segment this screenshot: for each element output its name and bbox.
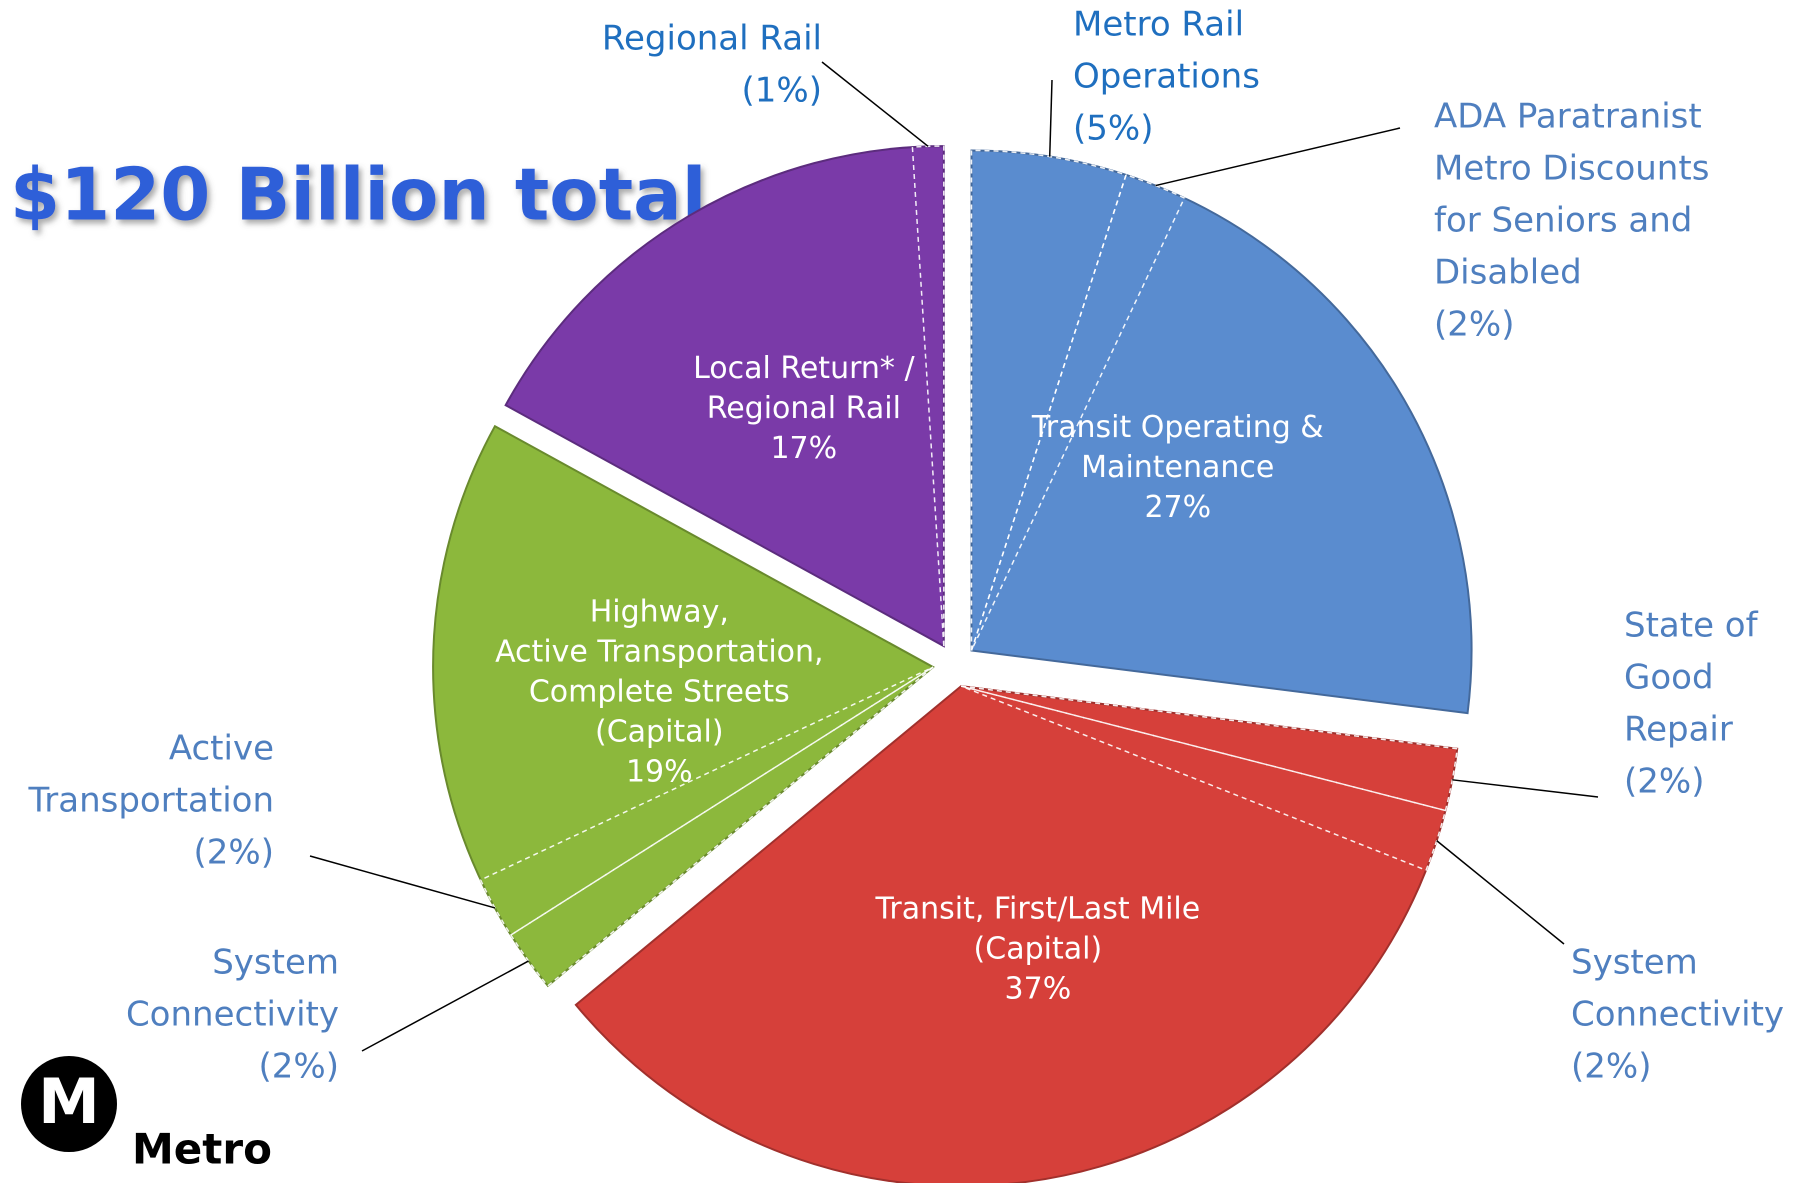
slice-label: Regional Rail bbox=[707, 391, 901, 426]
sub-slice-label: Regional Rail bbox=[602, 19, 822, 59]
pie-slice bbox=[432, 424, 935, 988]
sub-slice-label: Active bbox=[169, 729, 274, 769]
logo: M Metro bbox=[21, 1056, 272, 1174]
slice-label: Highway, bbox=[590, 594, 729, 629]
slice-label: (Capital) bbox=[974, 932, 1103, 967]
sub-slice-label: Disabled bbox=[1434, 253, 1582, 293]
leader-line bbox=[1452, 779, 1599, 798]
sub-slice-value-label: (2%) bbox=[259, 1047, 339, 1087]
logo-text: Metro bbox=[132, 1125, 272, 1174]
leader-line bbox=[1436, 840, 1565, 945]
leader-line bbox=[821, 61, 929, 147]
sub-slice-label: System bbox=[1571, 943, 1698, 983]
sub-slice-label: Repair bbox=[1624, 710, 1733, 750]
sub-slice-label: State of bbox=[1624, 606, 1759, 646]
slice-label: Active Transportation, bbox=[495, 634, 824, 669]
sub-slice-label: System bbox=[212, 943, 339, 983]
slice-value-label: 17% bbox=[770, 431, 837, 466]
slice-label: Local Return* / bbox=[693, 351, 915, 386]
sub-slice-label: Operations bbox=[1073, 57, 1260, 97]
sub-slice bbox=[911, 145, 945, 647]
sub-slice-label: Connectivity bbox=[126, 995, 339, 1035]
sub-slice-value-label: (2%) bbox=[1624, 762, 1704, 802]
slice-label: Maintenance bbox=[1081, 450, 1274, 485]
logo-circle bbox=[21, 1056, 117, 1152]
sub-slice-value-label: (2%) bbox=[1571, 1047, 1651, 1087]
pie-slice bbox=[574, 685, 1459, 1183]
leader-line bbox=[1155, 127, 1401, 187]
pie-slice bbox=[504, 145, 945, 648]
slice-value-label: 37% bbox=[1005, 972, 1072, 1007]
sub-slice-value-label: (5%) bbox=[1073, 109, 1153, 149]
sub-slice-value-label: (2%) bbox=[194, 833, 274, 873]
sub-slice bbox=[479, 666, 934, 937]
slice-label: Complete Streets bbox=[529, 674, 790, 709]
sub-slice-label: ADA Paratranist bbox=[1434, 97, 1702, 137]
slice-label: (Capital) bbox=[595, 714, 724, 749]
slice-value-label: 19% bbox=[626, 754, 693, 789]
leader-line bbox=[361, 960, 529, 1052]
sub-slice-label: Connectivity bbox=[1571, 995, 1784, 1035]
logo-mark: M bbox=[38, 1065, 100, 1138]
leader-line bbox=[1048, 79, 1053, 157]
slice-value-label: 27% bbox=[1144, 490, 1211, 525]
sub-slice-label: Metro Rail bbox=[1073, 5, 1244, 45]
slice-label: Transit Operating & bbox=[1031, 410, 1324, 445]
sub-slice-label: Transportation bbox=[27, 781, 274, 821]
sub-slice-label: Good bbox=[1624, 658, 1714, 698]
leader-line bbox=[309, 855, 496, 909]
chart-title: $120 Billion total bbox=[10, 153, 706, 237]
sub-slice-value-label: (2%) bbox=[1434, 305, 1514, 345]
sub-slice-label: Metro Discounts bbox=[1434, 149, 1709, 189]
slice-label: Transit, First/Last Mile bbox=[874, 892, 1200, 927]
sub-slice bbox=[970, 173, 1186, 651]
sub-slice bbox=[970, 149, 1127, 651]
sub-slice-value-label: (1%) bbox=[742, 71, 822, 111]
sub-slice-label: for Seniors and bbox=[1434, 201, 1692, 241]
